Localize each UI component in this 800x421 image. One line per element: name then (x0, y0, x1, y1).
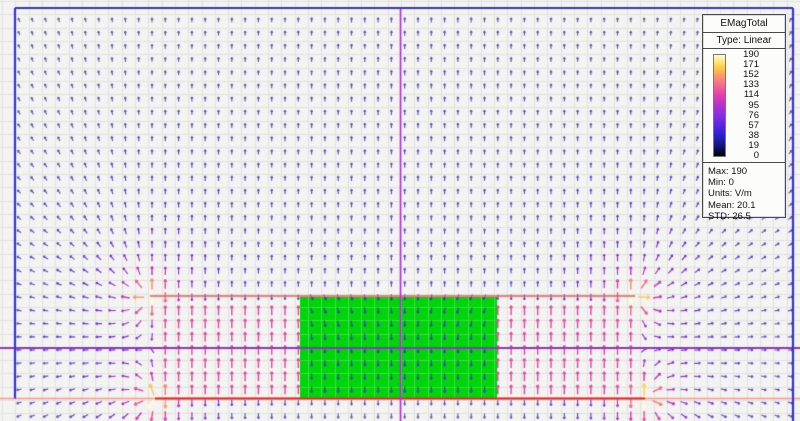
colorbar-ticks: 190 171 152 133 114 95 76 57 38 19 0 (731, 49, 759, 162)
legend-stat-line: STD: 26.5 (708, 210, 751, 222)
legend-stat-line: Mean: 20.1 (708, 199, 756, 211)
colorbar-tick-label: 152 (743, 69, 759, 81)
colorbar-tick-label: 171 (743, 59, 759, 71)
colorbar-tick-label: 114 (743, 89, 759, 101)
colorbar-tick-label: 38 (748, 129, 759, 141)
colorbar-tick-label: 133 (743, 79, 759, 91)
legend-panel[interactable]: EMagTotal Type: Linear 190 171 152 133 114 95… (702, 14, 786, 222)
legend-stat-line: Min: 0 (708, 177, 734, 189)
colorbar-tick-label: 57 (748, 119, 759, 131)
legend-stat-line: Max: 190 (708, 166, 748, 177)
legend-colorbar-section: 190 171 152 133 114 95 76 57 38 19 0 (703, 49, 785, 163)
legend-stat-line: Units: V/m (708, 188, 752, 200)
legend-stats: Max: 190 Min: 0 Units: V/m Mean: 20.1 STD: 2… (703, 163, 785, 222)
colorbar-tick-label: 76 (748, 109, 759, 121)
colorbar-tick-label: 95 (748, 99, 759, 111)
colorbar-tick-label: 19 (748, 139, 759, 151)
colorbar-gradient (713, 54, 726, 157)
legend-scale-type: Type: Linear (703, 33, 785, 49)
legend-title: EMagTotal (703, 15, 785, 33)
colorbar-tick-label: 0 (753, 150, 759, 161)
colorbar-tick-label: 190 (743, 49, 759, 60)
